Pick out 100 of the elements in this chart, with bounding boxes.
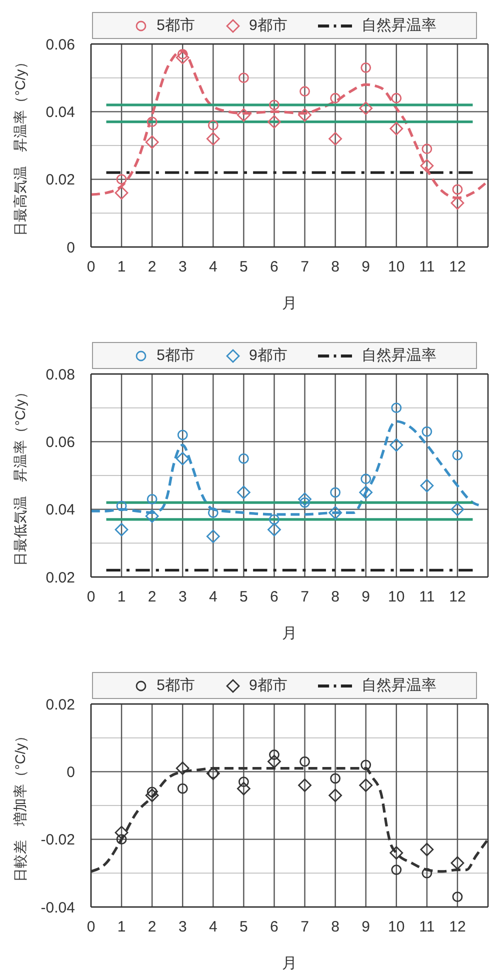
point: [177, 430, 188, 440]
x-tick-label: 1: [117, 588, 126, 606]
point: [268, 754, 281, 768]
y-tick-label: 0.02: [46, 172, 75, 189]
legend-label: 9都市: [249, 346, 288, 365]
x-tick-label: 3: [178, 918, 187, 936]
y-tick-label: 0: [66, 764, 75, 781]
point: [145, 788, 159, 802]
point: [390, 122, 404, 136]
point: [268, 522, 281, 536]
legend-label: 自然昇温率: [361, 346, 436, 365]
x-tick-label: 5: [240, 918, 248, 936]
point: [391, 402, 402, 414]
point: [422, 426, 432, 437]
x-tick-label: 2: [148, 258, 156, 276]
y-tick-label: 0: [66, 239, 75, 256]
legend-label: 9都市: [249, 16, 288, 35]
x-tick-label: 0: [86, 918, 96, 936]
point: [422, 868, 432, 878]
y-tick-label: 0.08: [46, 366, 75, 384]
point: [420, 842, 434, 856]
point: [390, 438, 404, 452]
point: [145, 135, 159, 149]
x-axis-title: 月: [282, 625, 297, 642]
x-tick-label: 0: [86, 588, 96, 606]
point: [422, 144, 432, 154]
legend-label: 5都市: [156, 346, 195, 365]
x-tick-label: 8: [331, 918, 340, 936]
x-tick-label: 9: [362, 918, 370, 936]
x-tick-label: 5: [240, 588, 248, 606]
point: [298, 778, 312, 792]
x-tick-label: 0: [86, 258, 96, 276]
point: [176, 50, 190, 64]
point: [450, 856, 464, 870]
point: [450, 196, 464, 210]
x-tick-label: 12: [449, 588, 466, 606]
y-tick-label: 0.02: [46, 696, 75, 714]
x-tick-label: 10: [388, 588, 405, 606]
point: [450, 502, 464, 516]
point: [300, 86, 310, 97]
point: [360, 474, 372, 484]
point: [238, 453, 249, 464]
x-tick-label: 8: [331, 258, 340, 276]
point: [114, 522, 128, 536]
x-tick-label: 3: [178, 258, 187, 276]
point: [298, 108, 312, 122]
y-tick-label: -0.04: [40, 899, 75, 916]
point: [269, 514, 280, 525]
point: [238, 776, 249, 788]
x-tick-label: 11: [419, 258, 435, 276]
x-tick-label: 6: [270, 918, 278, 936]
point: [330, 92, 341, 104]
x-tick-label: 6: [270, 588, 278, 606]
x-tick-label: 4: [208, 258, 218, 276]
point: [177, 48, 188, 60]
x-tick-label: 5: [240, 258, 248, 276]
point: [452, 450, 463, 460]
point: [359, 778, 373, 792]
point: [208, 120, 218, 130]
y-tick-label: 0.04: [46, 502, 75, 519]
point: [176, 762, 190, 775]
point: [420, 478, 434, 492]
point: [236, 486, 250, 500]
point: [359, 102, 373, 115]
point: [145, 509, 159, 523]
point: [114, 826, 128, 840]
point: [328, 506, 342, 520]
x-tick-label: 2: [148, 588, 156, 606]
x-tick-label: 11: [419, 588, 435, 606]
point: [146, 494, 158, 504]
x-tick-label: 11: [419, 918, 435, 936]
y-axis-title: 日最高気温 昇温率（°C/y）: [12, 55, 28, 236]
legend-label: 9都市: [249, 676, 288, 695]
x-axis-title: 月: [282, 295, 297, 312]
point: [146, 786, 158, 798]
x-tick-label: 9: [362, 588, 370, 606]
x-tick-label: 10: [388, 918, 405, 936]
point: [359, 486, 373, 500]
x-tick-label: 10: [388, 258, 405, 276]
point: [206, 132, 220, 146]
x-tick-label: 9: [362, 258, 370, 276]
point: [206, 530, 220, 544]
y-tick-label: 0.02: [46, 569, 75, 586]
point: [452, 892, 463, 902]
y-tick-label: 0.06: [46, 36, 75, 54]
point: [300, 756, 310, 767]
legend-label: 自然昇温率: [361, 676, 436, 695]
y-axis-title: 日較差 増加率（°C/y）: [12, 729, 28, 882]
point: [420, 159, 434, 172]
point: [116, 834, 127, 845]
point: [452, 184, 463, 195]
point: [391, 864, 402, 875]
x-tick-label: 4: [208, 918, 218, 936]
x-axis-title: 月: [282, 955, 297, 972]
point: [390, 846, 404, 860]
x-tick-label: 2: [148, 918, 156, 936]
legend-label: 5都市: [156, 676, 195, 695]
y-tick-label: 0.06: [46, 434, 75, 451]
x-tick-label: 7: [300, 588, 309, 606]
point: [208, 508, 218, 518]
